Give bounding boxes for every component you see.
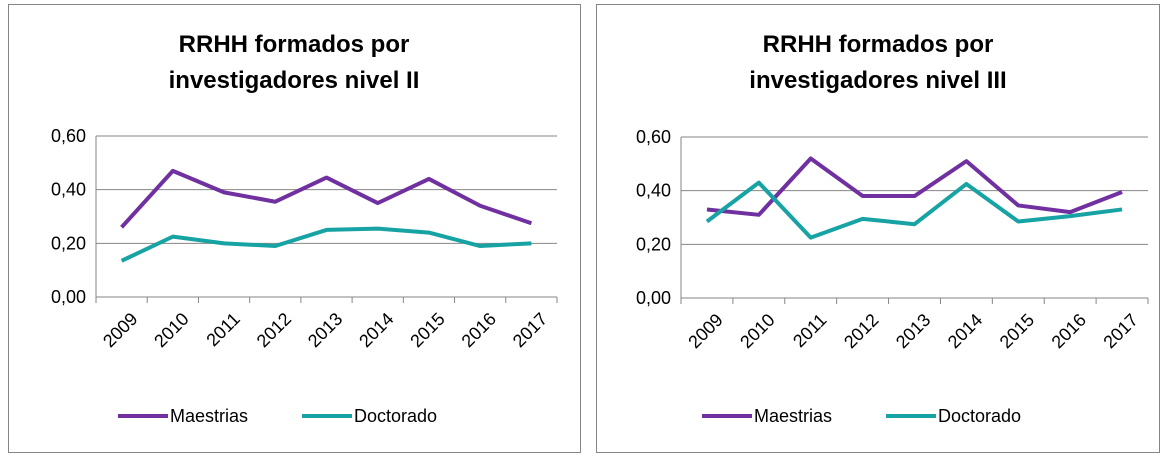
series-line xyxy=(705,180,1123,240)
legend-label: Maestrias xyxy=(170,406,248,426)
series-line xyxy=(120,226,532,263)
chart-title: investigadores nivel II xyxy=(169,67,420,94)
chart-title: RRHH formados por xyxy=(179,31,410,58)
series-line xyxy=(120,168,533,229)
legend-label: Doctorado xyxy=(354,406,437,426)
series-line xyxy=(706,156,1123,217)
y-tick-label: 0,20 xyxy=(636,234,671,254)
y-tick-label: 0,60 xyxy=(636,127,671,147)
y-tick-label: 0,00 xyxy=(51,287,86,307)
legend-label: Doctorado xyxy=(938,406,1021,426)
chart-frame xyxy=(596,4,1160,453)
y-tick-label: 0,00 xyxy=(636,288,671,308)
y-tick-label: 0,40 xyxy=(636,181,671,201)
y-tick-label: 0,40 xyxy=(51,180,86,200)
chart-title: RRHH formados por xyxy=(763,31,994,58)
chart-frame xyxy=(8,4,581,453)
y-tick-label: 0,60 xyxy=(51,126,86,146)
legend-label: Maestrias xyxy=(754,406,832,426)
y-tick-label: 0,20 xyxy=(51,233,86,253)
chart-title: investigadores nivel III xyxy=(749,67,1006,94)
